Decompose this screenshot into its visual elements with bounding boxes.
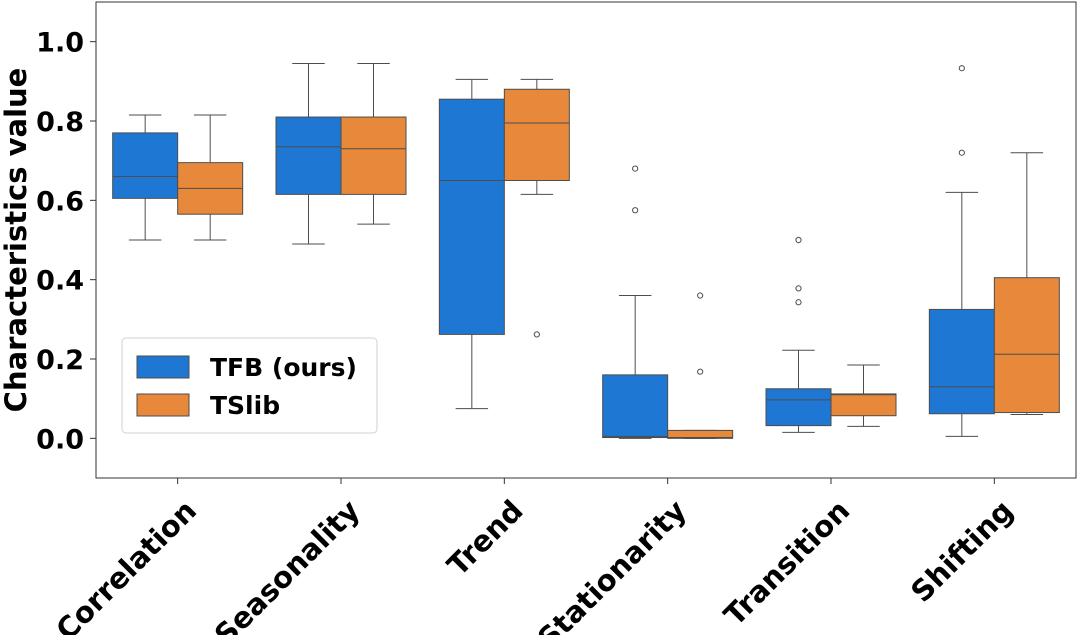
y-tick-label: 0.8 [36,107,84,138]
box-transition-tslib [830,364,897,427]
box-iqr [830,393,897,417]
box-shifting-tslib [993,152,1060,416]
box-seasonality-tfb [275,62,342,245]
box-iqr [112,132,179,199]
boxes-layer [112,62,1060,439]
box-iqr [438,98,505,335]
x-tick-label: Trend [441,493,530,582]
chart-legend: TFB (ours) TSlib [121,337,378,434]
box-trend-tslib [503,78,570,338]
legend-label: TSlib [210,391,280,420]
x-tick-label: Correlation [49,493,203,635]
y-tick-label: 0.4 [36,266,84,297]
outlier-point [795,236,802,244]
box-iqr [667,429,734,439]
legend-label: TFB (ours) [210,353,357,382]
x-tick-label: Shifting [904,493,1019,608]
x-tick-label: Stationarity [531,493,693,635]
box-iqr [928,308,995,415]
box-iqr [503,88,570,181]
box-trend-tfb [438,78,505,410]
box-stationarity-tfb [602,165,669,439]
legend-swatch [136,393,190,417]
outlier-point [795,299,802,306]
box-correlation-tslib [177,114,244,241]
box-transition-tfb [765,236,832,433]
outlier-point [632,165,639,172]
box-stationarity-tslib [667,292,734,439]
x-tick-label: Seasonality [208,493,367,635]
outlier-point [632,207,639,214]
plot-frame [95,1,1077,479]
y-tick-label: 0.0 [36,424,84,455]
legend-swatch [136,355,190,379]
y-tick-label: 1.0 [36,28,84,59]
box-iqr [602,374,669,439]
outlier-point [958,65,965,72]
outlier-point [697,368,704,375]
y-axis-label: Characteristics value [0,68,33,413]
box-correlation-tfb [112,114,179,241]
box-seasonality-tslib [340,62,407,225]
box-shifting-tfb [928,65,995,437]
outlier-point [533,331,540,338]
outlier-point [958,149,965,156]
box-iqr [765,388,832,427]
box-iqr [340,116,407,195]
outlier-point [697,292,704,299]
y-tick-label: 0.6 [36,186,84,217]
y-tick-label: 0.2 [36,345,84,376]
x-tick-label: Transition [717,493,856,632]
box-iqr [993,277,1060,414]
box-iqr [275,116,342,195]
outlier-point [795,285,802,292]
